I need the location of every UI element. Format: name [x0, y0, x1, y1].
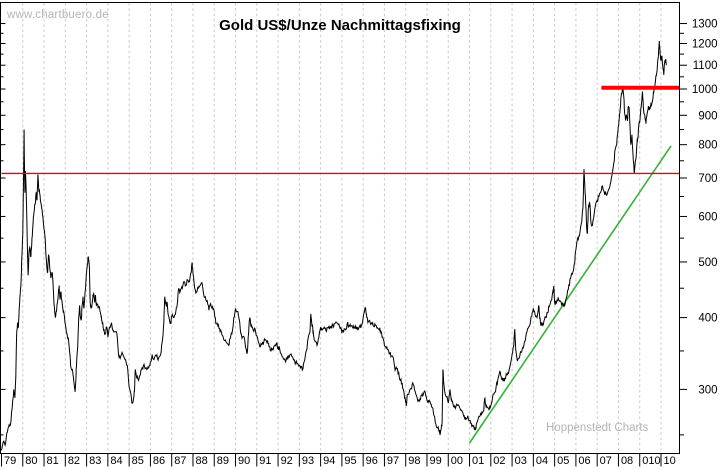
- x-axis-label: 93: [302, 455, 314, 467]
- x-axis-label: 04: [536, 455, 548, 467]
- x-axis-label: 91: [259, 455, 271, 467]
- green-uptrend-line: [468, 145, 672, 444]
- x-axis-label: 84: [110, 455, 122, 467]
- x-axis-label: 89: [217, 455, 229, 467]
- plot-area: [1, 40, 680, 451]
- y-axis-label: 600: [698, 211, 717, 223]
- x-axis-label: 00: [451, 455, 463, 467]
- x-axis-label: 85: [132, 455, 144, 467]
- y-axis-label: 1100: [693, 60, 718, 72]
- plot-border: [0, 2, 680, 454]
- y-axis-label: 800: [698, 140, 717, 152]
- x-axis-label: 79: [4, 455, 16, 467]
- x-axis-label: 87: [174, 455, 186, 467]
- x-axis-label: 86: [153, 455, 165, 467]
- y-axis-label: 300: [698, 384, 717, 396]
- y-axis-label: 400: [698, 313, 717, 325]
- x-axis-label: 88: [195, 455, 207, 467]
- x-axis-label: 90: [238, 455, 250, 467]
- x-axis-label: 80: [25, 455, 37, 467]
- y-axis-label: 1000: [692, 84, 718, 96]
- x-axis-label: 06: [578, 455, 590, 467]
- x-axis-label: 83: [89, 455, 101, 467]
- x-axis-label: 03: [515, 455, 527, 467]
- x-axis-label: 99: [429, 455, 441, 467]
- x-axis-label: 02: [493, 455, 505, 467]
- x-axis-label: 10: [664, 455, 676, 467]
- y-axis-label: 900: [698, 110, 717, 122]
- x-axis-label: 01: [472, 455, 484, 467]
- y-axis-label: 1300: [692, 19, 718, 31]
- gold-price-line: [1, 40, 667, 451]
- x-axis-label: 05: [557, 455, 569, 467]
- chart-title: Gold US$/Unze Nachmittagsfixing: [219, 17, 461, 34]
- hoppenstedt-watermark: Hoppenstedt Charts: [546, 422, 649, 434]
- y-axis-label: 1200: [692, 39, 718, 51]
- chartbuero-watermark: www.chartbuero.de: [7, 9, 109, 21]
- x-axis-label: 81: [47, 455, 59, 467]
- x-axis-label: 96: [366, 455, 378, 467]
- x-axis-label: 94: [323, 455, 335, 467]
- x-axis-label: 92: [281, 455, 293, 467]
- x-axis-label: 07: [600, 455, 612, 467]
- x-axis-label: 95: [344, 455, 356, 467]
- x-axis-label: 98: [408, 455, 420, 467]
- y-axis-label: 500: [698, 257, 717, 269]
- y-axis-label: 700: [698, 173, 717, 185]
- x-axis-label: 97: [387, 455, 399, 467]
- x-axis-label: 08: [621, 455, 633, 467]
- x-axis-label: 82: [68, 455, 80, 467]
- x-axis-label: 010: [642, 455, 660, 467]
